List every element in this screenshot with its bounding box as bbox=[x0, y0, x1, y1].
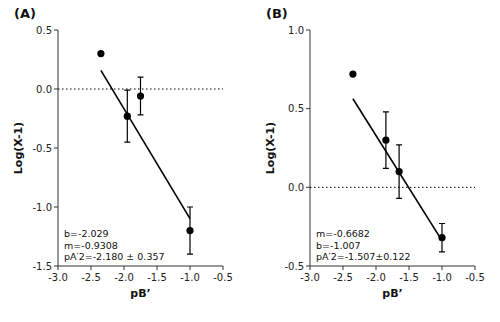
x-tick bbox=[223, 266, 224, 270]
x-tick-label: -2.5 bbox=[333, 272, 353, 283]
y-tick bbox=[54, 207, 58, 208]
x-tick-label: -0.5 bbox=[465, 272, 485, 283]
y-tick-label: 1.0 bbox=[288, 25, 304, 36]
x-tick-label: -1.0 bbox=[432, 272, 452, 283]
plot-area bbox=[310, 70, 475, 251]
y-tick-label: 0.5 bbox=[36, 25, 52, 36]
x-axis-label: pB’ bbox=[130, 287, 150, 300]
y-tick-label: 0.0 bbox=[36, 84, 52, 95]
x-axis-line bbox=[58, 266, 223, 267]
x-tick-label: -2.0 bbox=[366, 272, 386, 283]
x-tick bbox=[475, 266, 476, 270]
y-tick bbox=[306, 266, 310, 267]
regression-line bbox=[353, 99, 442, 241]
y-axis-line bbox=[310, 30, 311, 266]
x-tick bbox=[124, 266, 125, 270]
error-bar bbox=[383, 112, 389, 169]
data-point bbox=[396, 168, 403, 175]
annotation-line: pA′2=-2.180 ± 0.357 bbox=[64, 251, 165, 262]
y-tick-label: -1.0 bbox=[32, 202, 52, 213]
regression-line bbox=[101, 70, 190, 218]
y-tick-label: 0.0 bbox=[288, 182, 304, 193]
y-tick-label: 0.5 bbox=[288, 103, 304, 114]
x-tick-label: -1.0 bbox=[180, 272, 200, 283]
annotation-line: pA′2=-1.507±0.122 bbox=[316, 251, 410, 262]
error-bar bbox=[124, 90, 130, 142]
data-point bbox=[438, 234, 445, 241]
x-tick bbox=[91, 266, 92, 270]
data-point bbox=[349, 70, 356, 77]
annotation-line: b=-2.029 bbox=[64, 228, 109, 239]
data-point bbox=[124, 113, 131, 120]
y-tick bbox=[54, 266, 58, 267]
error-bar bbox=[138, 77, 144, 115]
y-tick-label: -1.5 bbox=[32, 261, 52, 272]
error-bar bbox=[439, 224, 445, 252]
x-tick bbox=[58, 266, 59, 270]
panel-label: (B) bbox=[266, 6, 288, 21]
y-tick bbox=[54, 148, 58, 149]
x-tick-label: -1.5 bbox=[147, 272, 167, 283]
x-tick bbox=[376, 266, 377, 270]
y-tick-label: -0.5 bbox=[284, 261, 304, 272]
x-axis-line bbox=[310, 266, 475, 267]
x-tick-label: -3.0 bbox=[300, 272, 320, 283]
panel-label: (A) bbox=[14, 6, 36, 21]
x-tick-label: -1.5 bbox=[399, 272, 419, 283]
annotation-line: m=-0.9308 bbox=[64, 240, 118, 251]
y-tick bbox=[306, 30, 310, 31]
x-tick bbox=[190, 266, 191, 270]
panel: -3.0 -2.5 -2.0 -1.5 -1.0 -0.5 -1.5 -1.0 -0.5 0.0 0… bbox=[12, 6, 233, 300]
annotation-line: m=-0.6682 bbox=[316, 228, 370, 239]
annotation: m=-0.6682b=-1.007pA′2=-1.507±0.122 bbox=[316, 228, 410, 262]
annotation-line: b=-1.007 bbox=[316, 240, 361, 251]
x-tick bbox=[442, 266, 443, 270]
x-tick bbox=[409, 266, 410, 270]
data-point bbox=[382, 137, 389, 144]
data-point bbox=[186, 227, 193, 234]
x-tick-label: -2.5 bbox=[81, 272, 101, 283]
panel: -3.0 -2.5 -2.0 -1.5 -1.0 -0.5 -0.5 0.0 0.5 1.0 pB’… bbox=[264, 6, 485, 300]
y-tick bbox=[306, 187, 310, 188]
y-axis-label: Log(X-1) bbox=[264, 122, 277, 174]
y-tick bbox=[54, 30, 58, 31]
annotation: b=-2.029m=-0.9308pA′2=-2.180 ± 0.357 bbox=[64, 228, 165, 262]
x-tick bbox=[343, 266, 344, 270]
x-tick bbox=[157, 266, 158, 270]
error-bar bbox=[396, 145, 402, 198]
zero-line bbox=[310, 187, 475, 188]
plot-area bbox=[58, 50, 223, 254]
chart-canvas: -3.0 -2.5 -2.0 -1.5 -1.0 -0.5 -1.5 -1.0 -0.5 0.0 0… bbox=[0, 0, 500, 322]
error-bar bbox=[187, 207, 193, 254]
y-tick bbox=[54, 89, 58, 90]
y-axis-label: Log(X-1) bbox=[12, 122, 25, 174]
x-tick bbox=[310, 266, 311, 270]
y-tick bbox=[306, 108, 310, 109]
x-axis-label: pB’ bbox=[382, 287, 402, 300]
x-tick-label: -2.0 bbox=[114, 272, 134, 283]
x-tick-label: -3.0 bbox=[48, 272, 68, 283]
data-point bbox=[137, 92, 144, 99]
x-tick-label: -0.5 bbox=[213, 272, 233, 283]
data-point bbox=[97, 50, 104, 57]
y-tick-label: -0.5 bbox=[32, 143, 52, 154]
